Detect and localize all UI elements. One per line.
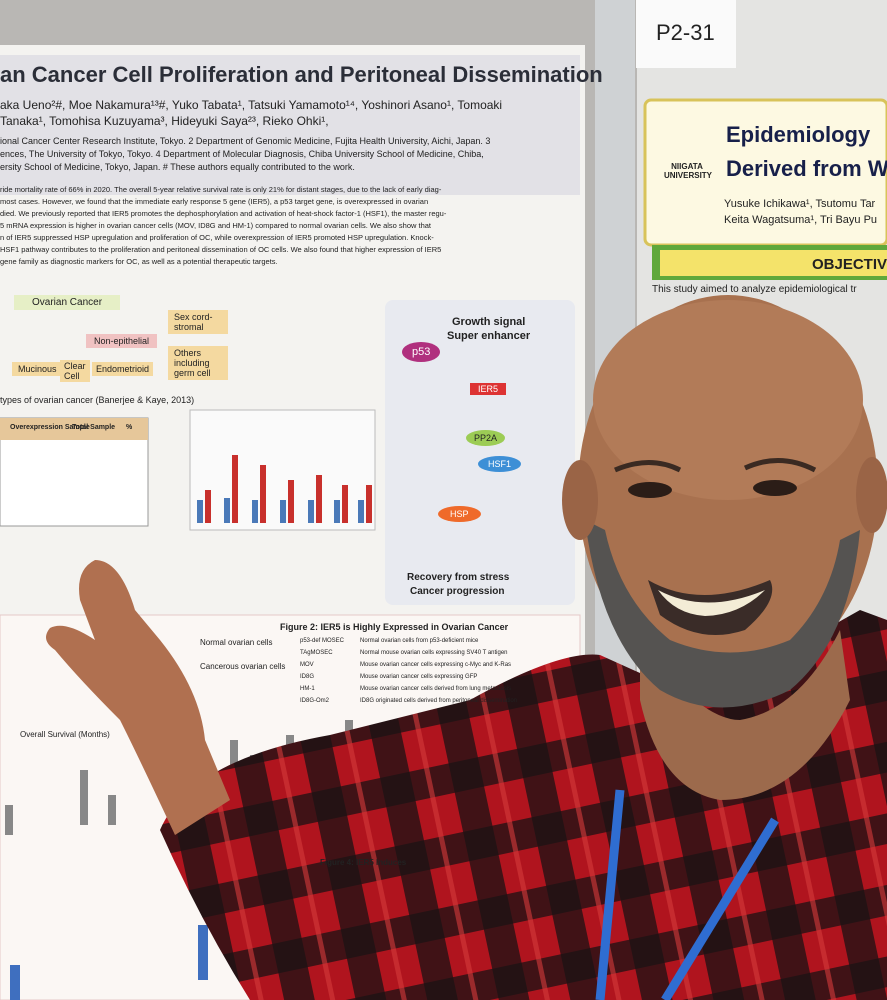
table-cell: ID8G originated cells derived from perit… bbox=[360, 698, 518, 704]
pathway-node: HSF1 bbox=[478, 456, 522, 472]
table-cell: Mouse ovarian cancer cells expressing c-… bbox=[360, 662, 512, 668]
author-line: aka Ueno²#, Moe Nakamura¹³#, Yuko Tabata… bbox=[0, 98, 503, 112]
abstract-line: died. We previously reported that IER5 p… bbox=[0, 209, 447, 218]
pathway-node: HSP bbox=[438, 506, 481, 522]
pathway-label: Growth signal bbox=[452, 316, 526, 328]
table-cell: ID8G bbox=[300, 674, 315, 680]
body-text: This study aimed to analyze epidemiologi… bbox=[652, 284, 857, 295]
table-cell: MOV bbox=[300, 662, 314, 668]
table-cell: ID8G-Om2 bbox=[300, 698, 330, 704]
poster-title: Derived from W bbox=[726, 156, 887, 181]
pathway-label: Super enhancer bbox=[447, 330, 531, 342]
pathway-label: Cancer progression bbox=[410, 586, 505, 597]
figure-title: Figure 2: IER5 is Highly Expressed in Ov… bbox=[280, 622, 509, 632]
authors: Keita Wagatsuma¹, Tri Bayu Pu bbox=[724, 214, 878, 226]
university-logo: NIIGATA UNIVERSITY bbox=[664, 162, 713, 180]
table-cell: p53-def MOSEC bbox=[300, 638, 345, 644]
diagram-box: Clear Cell bbox=[60, 360, 90, 382]
author-line: ersity School of Medicine, Tokyo, Japan.… bbox=[0, 162, 355, 172]
author-line: Tanaka¹, Tomohisa Kuzuyama³, Hideyuki Sa… bbox=[0, 114, 329, 128]
diagram-box: Mucinous bbox=[12, 362, 63, 376]
diagram-box: Non-epithelial bbox=[86, 334, 158, 348]
authors: Yusuke Ichikawa¹, Tsutomu Tar bbox=[724, 198, 876, 210]
author-line: ional Cancer Center Research Institute, … bbox=[0, 136, 491, 146]
table-cell: HM-1 bbox=[300, 686, 315, 692]
abstract-line: 5 mRNA expression is higher in ovarian c… bbox=[0, 221, 432, 230]
author-line: ences, The University of Tokyo, Tokyo. 4… bbox=[0, 149, 484, 159]
pathway-node: IER5 bbox=[470, 383, 507, 395]
abstract-line: gene family as diagnostic markers for OC… bbox=[0, 257, 278, 266]
pathway-node: p53 bbox=[402, 342, 441, 362]
abstract-line: most cases. However, we found that the i… bbox=[0, 197, 429, 206]
poster-title: Epidemiology bbox=[726, 122, 871, 147]
caption: types of ovarian cancer (Banerjee & Kaye… bbox=[0, 395, 195, 405]
abstract-line: ride mortality rate of 66% in 2020. The … bbox=[0, 185, 442, 194]
poster-number: P2-31 bbox=[656, 20, 715, 45]
figure-title: Figure 4: IER5 Induces bbox=[320, 858, 407, 867]
pathway-label: Recovery from stress bbox=[407, 572, 510, 583]
diagram-box: Others including germ cell bbox=[168, 346, 228, 380]
diagram-box: Endometrioid bbox=[92, 362, 154, 376]
table-cell: Normal ovarian cells bbox=[200, 638, 273, 647]
table-cell: Normal mouse ovarian cells expressing SV… bbox=[360, 650, 508, 656]
diagram-box: Sex cord-stromal bbox=[168, 310, 228, 334]
table-cell: TAgMOSEC bbox=[300, 650, 333, 656]
axis-label: Overall Survival (Months) bbox=[20, 730, 110, 739]
abstract-line: n of IER5 suppressed HSP upregulation an… bbox=[0, 233, 434, 242]
diagram-box: Ovarian Cancer bbox=[14, 295, 121, 310]
poster-title: an Cancer Cell Proliferation and Periton… bbox=[0, 62, 603, 87]
table-cell: Mouse ovarian cancer cells derived from … bbox=[360, 686, 512, 692]
table-header-cell: % bbox=[126, 424, 133, 431]
table-cell: Cancerous ovarian cells bbox=[200, 662, 286, 671]
table-cell: Mouse ovarian cancer cells expressing GF… bbox=[360, 674, 478, 680]
abstract-line: HSF1 pathway contributes to the prolifer… bbox=[0, 245, 442, 254]
table-header-cell: Total Sample bbox=[72, 424, 116, 431]
section-heading: OBJECTIV bbox=[812, 256, 887, 273]
table-cell: Normal ovarian cells from p53-deficient … bbox=[360, 638, 479, 644]
table-header-cell: Overexpression Sample bbox=[10, 424, 90, 431]
pathway-node: PP2A bbox=[466, 430, 506, 446]
